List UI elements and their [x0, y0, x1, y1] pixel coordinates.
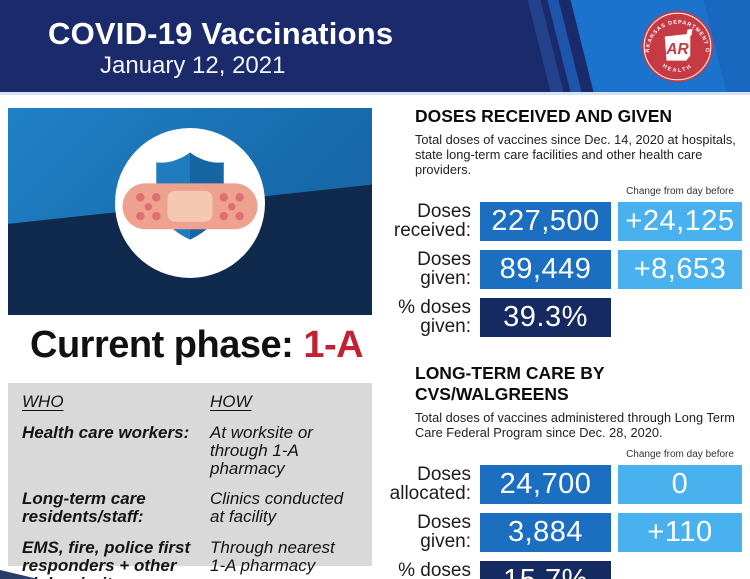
- table-row-who: Health care workers:: [22, 422, 190, 442]
- how-column-header: HOW: [210, 392, 252, 411]
- change-from-day-before-label: Change from day before: [626, 186, 734, 198]
- section-subtitle: Total doses of vaccines administered thr…: [415, 410, 735, 441]
- ar-health-logo: • ARKANSAS DEPARTMENT OF • HEALTH AR: [641, 10, 714, 83]
- section-subtitle: Total doses of vaccines since Dec. 14, 2…: [415, 132, 736, 178]
- section-title: DOSES RECEIVED AND GIVEN: [415, 106, 673, 126]
- table-row-who: EMS, fire, police first responders + oth…: [22, 538, 191, 579]
- shield-bandage-icon: [122, 152, 258, 240]
- stat-value-box: 3,884: [480, 513, 611, 553]
- stat-change-box: +24,125: [618, 202, 742, 242]
- stat-label: Doses allocated:: [389, 464, 471, 504]
- emblem-circle: [115, 128, 265, 278]
- stat-value-box: 89,449: [480, 250, 611, 290]
- page-title: COVID-19 Vaccinations: [48, 16, 394, 51]
- bandage-icon: [122, 183, 258, 230]
- corner-decoration: [0, 570, 38, 579]
- svg-text:HEALTH: HEALTH: [661, 63, 694, 74]
- section-long-term-care: LONG-TERM CARE BY CVS/WALGREENS Total do…: [385, 363, 743, 579]
- who-column-header: WHO: [22, 392, 64, 411]
- stat-label: Doses given:: [417, 249, 471, 289]
- table-row-who: Long-term care residents/staff:: [22, 489, 146, 527]
- stat-label: Doses given:: [417, 512, 471, 552]
- stat-change-box: 0: [618, 465, 742, 505]
- stat-percent-box: 15.7%: [480, 561, 611, 579]
- change-from-day-before-label: Change from day before: [626, 449, 734, 461]
- current-phase-label: Current phase:: [30, 324, 294, 366]
- stat-percent-box: 39.3%: [480, 298, 611, 338]
- table-row-how: Through nearest 1-A pharmacy: [210, 538, 335, 575]
- report-date: January 12, 2021: [100, 52, 286, 79]
- vaccination-illustration: [8, 108, 372, 315]
- current-phase-value: 1-A: [303, 324, 364, 366]
- stat-value-box: 24,700: [480, 465, 611, 505]
- section-doses-received-and-given: DOSES RECEIVED AND GIVEN Total doses of …: [385, 106, 743, 338]
- logo-center-text: AR: [665, 41, 689, 58]
- section-title: LONG-TERM CARE BY CVS/WALGREENS: [415, 363, 605, 405]
- current-phase-heading: Current phase: 1-A: [30, 324, 364, 367]
- header-banner: COVID-19 Vaccinations January 12, 2021 •…: [0, 0, 750, 95]
- stat-value-box: 227,500: [480, 202, 611, 242]
- stat-label: % doses given:: [398, 560, 471, 579]
- stat-label: Doses received:: [393, 201, 471, 241]
- stat-label: % doses given:: [398, 297, 471, 337]
- stat-change-box: +110: [618, 513, 742, 553]
- phase-eligibility-table: WHO HOW Health care workers: At worksite…: [8, 383, 372, 579]
- logo-arc-bottom-text: HEALTH: [661, 63, 692, 74]
- stat-grid: Change from day before Doses allocated: …: [385, 449, 743, 579]
- arkansas-state-shape: [664, 28, 693, 61]
- stat-change-box: +8,653: [618, 250, 742, 290]
- stats-panel: DOSES RECEIVED AND GIVEN Total doses of …: [385, 100, 743, 579]
- table-row-how: At worksite or through 1-A pharmacy: [210, 422, 313, 478]
- table-row-how: Clinics conducted at facility: [210, 489, 344, 527]
- stat-grid: Change from day before Doses received: 2…: [385, 186, 743, 338]
